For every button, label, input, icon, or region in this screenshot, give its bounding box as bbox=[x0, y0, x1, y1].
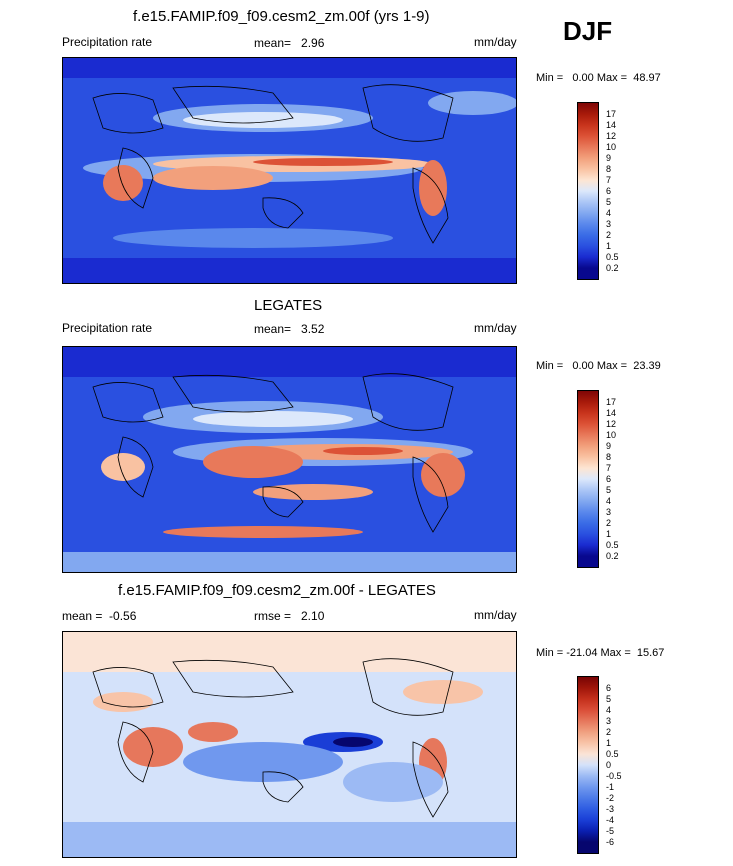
season-label: DJF bbox=[563, 16, 613, 46]
panel3-mean: mean = -0.56 bbox=[62, 609, 137, 623]
panel1-colorbar bbox=[577, 102, 599, 280]
panel1-cb-label: 3 bbox=[606, 219, 612, 229]
panel3-cb-label: -1 bbox=[606, 782, 615, 792]
panel1-cb-label: 1 bbox=[606, 241, 612, 251]
panel2-minmax: Min = 0.00 Max = 23.39 bbox=[536, 360, 661, 372]
panel1-mean: mean= 2.96 bbox=[254, 36, 325, 50]
panel3-title: f.e15.FAMIP.f09_f09.cesm2_zm.00f - LEGAT… bbox=[118, 582, 436, 599]
panel1-cb-label: 4 bbox=[606, 208, 612, 218]
panel1-cb-label: 12 bbox=[606, 131, 617, 141]
panel1-cb-label: 6 bbox=[606, 186, 612, 196]
panel3-map bbox=[62, 631, 517, 858]
panel1-minmax: Min = 0.00 Max = 48.97 bbox=[536, 72, 661, 84]
panel3-cb-label: 0.5 bbox=[606, 749, 619, 759]
panel3-cb-label: 1 bbox=[606, 738, 612, 748]
panel3-cb-label: 3 bbox=[606, 716, 612, 726]
panel3-units: mm/day bbox=[474, 608, 517, 622]
panel2-cb-label: 12 bbox=[606, 419, 617, 429]
panel1-cb-label: 9 bbox=[606, 153, 612, 163]
panel2-cb-label: 5 bbox=[606, 485, 612, 495]
panel2-map bbox=[62, 346, 517, 573]
panel1-cb-label: 0.5 bbox=[606, 252, 619, 262]
panel2-cb-label: 4 bbox=[606, 496, 612, 506]
panel1-cb-label: 17 bbox=[606, 109, 617, 119]
panel3-minmax: Min = -21.04 Max = 15.67 bbox=[536, 647, 665, 659]
panel3-cb-label: -4 bbox=[606, 815, 615, 825]
panel1-cb-label: 7 bbox=[606, 175, 612, 185]
panel2-cb-label: 8 bbox=[606, 452, 612, 462]
panel2-cb-label: 0.5 bbox=[606, 540, 619, 550]
panel1-units: mm/day bbox=[474, 35, 517, 49]
panel2-colorbar bbox=[577, 390, 599, 568]
panel1-cb-label: 0.2 bbox=[606, 263, 619, 273]
panel2-cb-label: 3 bbox=[606, 507, 612, 517]
panel1-map bbox=[62, 57, 517, 284]
panel2-mean: mean= 3.52 bbox=[254, 322, 325, 336]
panel1-cb-label: 10 bbox=[606, 142, 617, 152]
panel3-cb-label: -0.5 bbox=[606, 771, 622, 781]
panel3-cb-label: 5 bbox=[606, 694, 612, 704]
panel1-cb-label: 14 bbox=[606, 120, 617, 130]
panel3-cb-label: -3 bbox=[606, 804, 615, 814]
panel2-cb-label: 0.2 bbox=[606, 551, 619, 561]
panel3-rmse: rmse = 2.10 bbox=[254, 609, 325, 623]
panel2-cb-label: 1 bbox=[606, 529, 612, 539]
panel2-cb-label: 10 bbox=[606, 430, 617, 440]
panel2-cb-label: 6 bbox=[606, 474, 612, 484]
panel3-cb-label: 4 bbox=[606, 705, 612, 715]
panel2-cb-label: 2 bbox=[606, 518, 612, 528]
panel2-cb-label: 9 bbox=[606, 441, 612, 451]
panel3-colorbar bbox=[577, 676, 599, 854]
panel2-units: mm/day bbox=[474, 321, 517, 335]
panel2-cb-label: 17 bbox=[606, 397, 617, 407]
panel3-cb-label: 2 bbox=[606, 727, 612, 737]
panel2-left-label: Precipitation rate bbox=[62, 321, 153, 335]
panel3-cb-label: 0 bbox=[606, 760, 612, 770]
panel1-cb-label: 2 bbox=[606, 230, 612, 240]
panel2-cb-label: 7 bbox=[606, 463, 612, 473]
panel3-cb-label: -2 bbox=[606, 793, 615, 803]
panel3-cb-label: 6 bbox=[606, 683, 612, 693]
panel1-left-label: Precipitation rate bbox=[62, 35, 153, 49]
panel3-cb-label: -5 bbox=[606, 826, 615, 836]
panel1-cb-label: 8 bbox=[606, 164, 612, 174]
panel1-cb-label: 5 bbox=[606, 197, 612, 207]
panel2-title: LEGATES bbox=[254, 297, 323, 314]
panel3-cb-label: -6 bbox=[606, 837, 615, 847]
panel1-title: f.e15.FAMIP.f09_f09.cesm2_zm.00f (yrs 1-… bbox=[133, 8, 430, 25]
panel2-cb-label: 14 bbox=[606, 408, 617, 418]
